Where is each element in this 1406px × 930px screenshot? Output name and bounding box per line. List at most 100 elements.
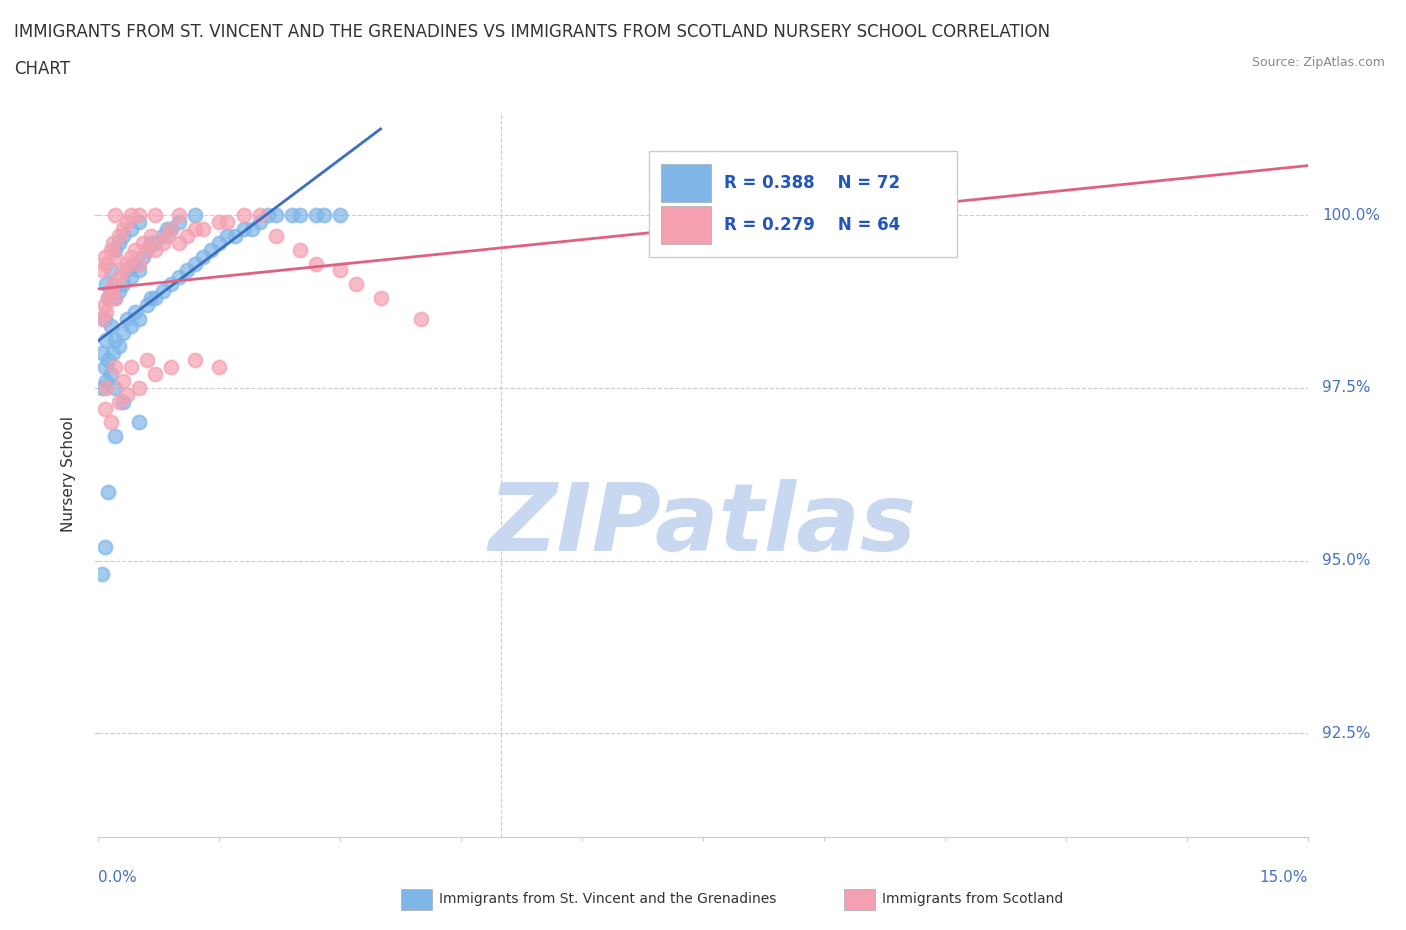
Point xyxy=(115,263,138,278)
Point xyxy=(124,304,146,319)
Point xyxy=(152,235,174,250)
Point xyxy=(97,291,120,306)
Point xyxy=(256,207,278,222)
Point xyxy=(120,207,142,222)
Text: CHART: CHART xyxy=(14,60,70,78)
Point xyxy=(240,221,263,236)
Point xyxy=(103,291,125,306)
Point xyxy=(305,256,328,271)
Point xyxy=(120,221,142,236)
Point xyxy=(135,243,157,258)
Point xyxy=(281,207,304,222)
Point xyxy=(94,298,117,312)
Point xyxy=(160,221,183,236)
Point xyxy=(94,249,117,264)
Point xyxy=(135,298,157,312)
Point xyxy=(101,346,124,361)
Point xyxy=(103,207,125,222)
Point xyxy=(120,318,142,333)
Point xyxy=(91,346,114,361)
Point xyxy=(143,243,166,258)
FancyBboxPatch shape xyxy=(661,206,711,244)
Point xyxy=(100,284,122,299)
Point xyxy=(184,207,207,222)
Point xyxy=(409,312,432,326)
Point xyxy=(135,352,157,367)
Point xyxy=(103,291,125,306)
Point xyxy=(107,394,129,409)
Point xyxy=(143,235,166,250)
Point xyxy=(288,243,311,258)
FancyBboxPatch shape xyxy=(661,164,711,202)
Point xyxy=(107,339,129,354)
Point xyxy=(124,243,146,258)
Point xyxy=(101,235,124,250)
Point xyxy=(97,291,120,306)
Point xyxy=(100,318,122,333)
Text: 97.5%: 97.5% xyxy=(1322,380,1371,395)
Point xyxy=(128,312,150,326)
Point xyxy=(96,304,118,319)
Point xyxy=(249,215,271,230)
Point xyxy=(115,388,138,403)
Point xyxy=(103,429,125,444)
Point xyxy=(96,277,118,292)
Point xyxy=(103,249,125,264)
Point xyxy=(135,243,157,258)
Point xyxy=(232,207,254,222)
Point xyxy=(94,539,117,554)
Point xyxy=(96,332,118,347)
Point xyxy=(193,249,215,264)
Point xyxy=(128,415,150,430)
Point xyxy=(176,263,198,278)
Point xyxy=(200,243,222,258)
Point xyxy=(184,256,207,271)
Point xyxy=(107,235,129,250)
Point xyxy=(139,235,162,250)
Point xyxy=(160,360,183,375)
Point xyxy=(344,277,367,292)
Point xyxy=(96,374,118,389)
Point xyxy=(208,215,231,230)
Point xyxy=(120,249,142,264)
Point xyxy=(184,352,207,367)
Point xyxy=(101,277,124,292)
Point xyxy=(167,235,190,250)
Point xyxy=(111,221,134,236)
Point xyxy=(264,229,287,244)
Point xyxy=(167,207,190,222)
Point xyxy=(111,263,134,278)
Point xyxy=(370,291,392,306)
Point xyxy=(329,207,352,222)
Point xyxy=(100,243,122,258)
Point xyxy=(103,360,125,375)
Point xyxy=(152,284,174,299)
Point xyxy=(111,394,134,409)
Point xyxy=(156,221,179,236)
Text: IMMIGRANTS FROM ST. VINCENT AND THE GRENADINES VS IMMIGRANTS FROM SCOTLAND NURSE: IMMIGRANTS FROM ST. VINCENT AND THE GREN… xyxy=(14,23,1050,41)
Point xyxy=(160,221,183,236)
Point xyxy=(208,360,231,375)
Y-axis label: Nursery School: Nursery School xyxy=(60,417,76,532)
Point xyxy=(143,291,166,306)
Point xyxy=(115,312,138,326)
Point xyxy=(111,374,134,389)
Point xyxy=(94,401,117,416)
Point xyxy=(143,366,166,381)
Point xyxy=(111,277,134,292)
Text: 100.0%: 100.0% xyxy=(1322,207,1381,222)
Point xyxy=(184,221,207,236)
Point xyxy=(208,235,231,250)
Point xyxy=(217,229,239,244)
Point xyxy=(143,207,166,222)
Point xyxy=(167,215,190,230)
Point xyxy=(128,380,150,395)
Point xyxy=(97,485,120,499)
Point xyxy=(167,270,190,285)
Point xyxy=(111,229,134,244)
Point xyxy=(94,360,117,375)
Point xyxy=(305,207,328,222)
Point xyxy=(107,229,129,244)
Point xyxy=(97,352,120,367)
Point xyxy=(152,229,174,244)
